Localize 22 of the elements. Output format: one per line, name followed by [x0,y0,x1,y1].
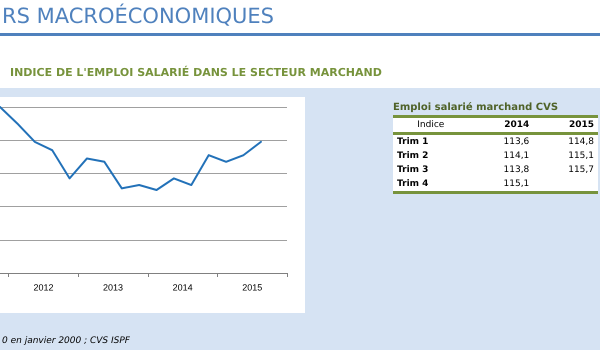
data-label: 114,1 [502,150,530,163]
text: Indice [393,116,469,134]
data-label: 113,6 [502,136,530,149]
category-label: Trim 1 [396,136,430,149]
data-label: 115,1 [502,178,530,191]
text: Emploi salarié marchand CVS [393,102,560,113]
chart-title: INDICE DE L'EMPLOI SALARIÉ DANS LE SECTEUR MARCHAND [10,66,382,79]
x-tick-label: 2013 [103,282,124,292]
data-label: 114,8 [567,136,595,149]
data-label: 115,7 [567,164,595,177]
category-label: Trim 2 [396,150,430,163]
text: 0 en janvier 2000 ; CVS ISPF [2,336,130,346]
series-label: 2014 [468,116,534,134]
text: 2015 [533,116,598,134]
data-label: 115,1 [567,150,595,163]
data-label: 113,8 [502,164,530,177]
text: RS MACROÉCONOMIQUES [2,4,274,28]
x-tick-label: 2012 [33,282,54,292]
x-tick-label: 2014 [172,282,193,292]
x-tick-label: 2015 [242,282,262,292]
category-label: Trim 3 [396,164,430,177]
category-label: Trim 4 [396,178,430,191]
